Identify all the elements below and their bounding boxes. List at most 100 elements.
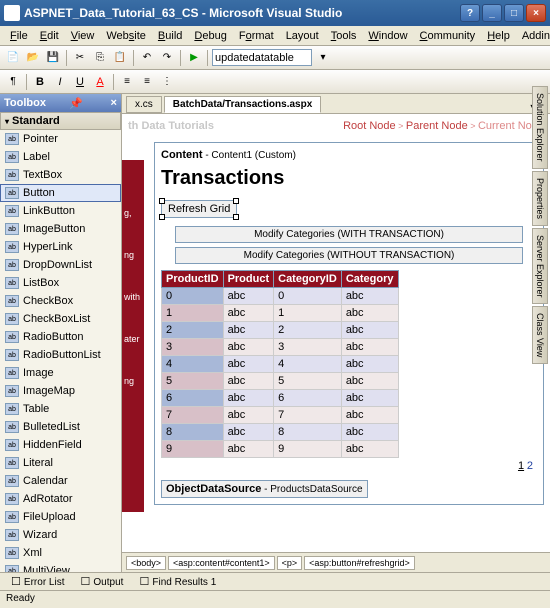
table-row[interactable]: 8abc8abc bbox=[162, 424, 399, 441]
tag-crumb[interactable]: <p> bbox=[277, 556, 303, 570]
toolbox-item-fileupload[interactable]: abFileUpload bbox=[0, 508, 121, 526]
pin-icon[interactable]: 📌 bbox=[69, 97, 83, 110]
refresh-grid-button[interactable]: Refresh Grid bbox=[161, 200, 237, 218]
toolbox-item-linkbutton[interactable]: abLinkButton bbox=[0, 202, 121, 220]
toolbox-item-multiview[interactable]: abMultiView bbox=[0, 562, 121, 572]
right-tab-class-view[interactable]: Class View bbox=[532, 306, 548, 364]
tag-crumb[interactable]: <asp:content#content1> bbox=[168, 556, 275, 570]
list-icon[interactable]: ⋮ bbox=[158, 73, 176, 91]
bottom-tab[interactable]: ☐ Find Results 1 bbox=[132, 573, 223, 590]
table-row[interactable]: 1abc1abc bbox=[162, 305, 399, 322]
right-tab-server-explorer[interactable]: Server Explorer bbox=[532, 228, 548, 305]
toolbox-item-bulletedlist[interactable]: abBulletedList bbox=[0, 418, 121, 436]
close-button[interactable]: × bbox=[526, 4, 546, 22]
align-left-icon[interactable]: ≡ bbox=[118, 73, 136, 91]
font-color-icon[interactable]: A bbox=[91, 73, 109, 91]
undo-icon[interactable]: ↶ bbox=[138, 49, 156, 67]
menu-file[interactable]: File bbox=[4, 28, 34, 44]
run-icon[interactable]: ▶ bbox=[185, 49, 203, 67]
redo-icon[interactable]: ↷ bbox=[158, 49, 176, 67]
toolbox-item-dropdownlist[interactable]: abDropDownList bbox=[0, 256, 121, 274]
toolbox-close-icon[interactable]: × bbox=[111, 97, 117, 109]
table-row[interactable]: 0abc0abc bbox=[162, 288, 399, 305]
toolbox-item-adrotator[interactable]: abAdRotator bbox=[0, 490, 121, 508]
column-header[interactable]: Category bbox=[341, 271, 398, 288]
right-tab-properties[interactable]: Properties bbox=[532, 171, 548, 226]
table-row[interactable]: 9abc9abc bbox=[162, 441, 399, 458]
menu-build[interactable]: Build bbox=[152, 28, 188, 44]
modify-without-transaction-button[interactable]: Modify Categories (WITHOUT TRANSACTION) bbox=[175, 247, 523, 264]
grid-pager[interactable]: 1 2 bbox=[161, 458, 537, 474]
toolbox-item-image[interactable]: abImage bbox=[0, 364, 121, 382]
table-row[interactable]: 7abc7abc bbox=[162, 407, 399, 424]
table-row[interactable]: 5abc5abc bbox=[162, 373, 399, 390]
products-gridview[interactable]: ProductIDProductCategoryIDCategory 0abc0… bbox=[161, 270, 399, 458]
objectdatasource[interactable]: ObjectDataSource - ProductsDataSource bbox=[161, 480, 368, 498]
help-button[interactable]: ? bbox=[460, 4, 480, 22]
control-icon: ab bbox=[5, 205, 19, 217]
menu-addins[interactable]: Addins bbox=[516, 28, 550, 44]
table-row[interactable]: 4abc4abc bbox=[162, 356, 399, 373]
breadcrumb: Root Node > Parent Node > Current Node bbox=[343, 120, 544, 132]
toolbox-item-radiobutton[interactable]: abRadioButton bbox=[0, 328, 121, 346]
maximize-button[interactable]: □ bbox=[504, 4, 524, 22]
new-icon[interactable]: 📄 bbox=[4, 49, 22, 67]
toolbox-item-checkbox[interactable]: abCheckBox bbox=[0, 292, 121, 310]
menu-tools[interactable]: Tools bbox=[325, 28, 363, 44]
menu-debug[interactable]: Debug bbox=[188, 28, 232, 44]
toolbox-item-imagemap[interactable]: abImageMap bbox=[0, 382, 121, 400]
menu-format[interactable]: Format bbox=[233, 28, 280, 44]
toolbox-item-listbox[interactable]: abListBox bbox=[0, 274, 121, 292]
toolbox-item-wizard[interactable]: abWizard bbox=[0, 526, 121, 544]
align-center-icon[interactable]: ≡ bbox=[138, 73, 156, 91]
column-header[interactable]: ProductID bbox=[162, 271, 224, 288]
cut-icon[interactable]: ✂ bbox=[71, 49, 89, 67]
menu-window[interactable]: Window bbox=[362, 28, 413, 44]
bold-icon[interactable]: B bbox=[31, 73, 49, 91]
format-icon[interactable]: ¶ bbox=[4, 73, 22, 91]
toolbox-item-imagebutton[interactable]: abImageButton bbox=[0, 220, 121, 238]
table-row[interactable]: 6abc6abc bbox=[162, 390, 399, 407]
paste-icon[interactable]: 📋 bbox=[111, 49, 129, 67]
tag-crumb[interactable]: <asp:button#refreshgrid> bbox=[304, 556, 415, 570]
toolbox-item-xml[interactable]: abXml bbox=[0, 544, 121, 562]
tab-active[interactable]: BatchData/Transactions.aspx bbox=[164, 96, 322, 113]
tag-crumb[interactable]: <body> bbox=[126, 556, 166, 570]
toolbox-item-pointer[interactable]: abPointer bbox=[0, 130, 121, 148]
bottom-tab[interactable]: ☐ Output bbox=[73, 573, 130, 590]
right-tab-solution-explorer[interactable]: Solution Explorer bbox=[532, 86, 548, 169]
menu-community[interactable]: Community bbox=[414, 28, 482, 44]
toolbox-item-radiobuttonlist[interactable]: abRadioButtonList bbox=[0, 346, 121, 364]
toolbox-item-hyperlink[interactable]: abHyperLink bbox=[0, 238, 121, 256]
copy-icon[interactable]: ⎘ bbox=[91, 49, 109, 67]
open-icon[interactable]: 📂 bbox=[24, 49, 42, 67]
column-header[interactable]: Product bbox=[223, 271, 274, 288]
find-input[interactable] bbox=[212, 49, 312, 66]
toolbox-item-literal[interactable]: abLiteral bbox=[0, 454, 121, 472]
save-icon[interactable]: 💾 bbox=[44, 49, 62, 67]
toolbox-item-calendar[interactable]: abCalendar bbox=[0, 472, 121, 490]
toolbox-item-button[interactable]: abButton bbox=[0, 184, 121, 202]
modify-with-transaction-button[interactable]: Modify Categories (WITH TRANSACTION) bbox=[175, 226, 523, 243]
table-row[interactable]: 3abc3abc bbox=[162, 339, 399, 356]
toolbox-item-checkboxlist[interactable]: abCheckBoxList bbox=[0, 310, 121, 328]
toolbox-category[interactable]: Standard bbox=[0, 112, 121, 130]
menu-layout[interactable]: Layout bbox=[280, 28, 325, 44]
underline-icon[interactable]: U bbox=[71, 73, 89, 91]
column-header[interactable]: CategoryID bbox=[274, 271, 342, 288]
menu-view[interactable]: View bbox=[65, 28, 101, 44]
menu-website[interactable]: Website bbox=[100, 28, 152, 44]
dropdown-icon[interactable]: ▾ bbox=[314, 49, 332, 67]
design-canvas[interactable]: th Data Tutorials Root Node > Parent Nod… bbox=[122, 114, 550, 552]
toolbox-item-table[interactable]: abTable bbox=[0, 400, 121, 418]
italic-icon[interactable]: I bbox=[51, 73, 69, 91]
toolbox-item-textbox[interactable]: abTextBox bbox=[0, 166, 121, 184]
table-row[interactable]: 2abc2abc bbox=[162, 322, 399, 339]
bottom-tab[interactable]: ☐ Error List bbox=[4, 573, 71, 590]
toolbox-item-hiddenfield[interactable]: abHiddenField bbox=[0, 436, 121, 454]
minimize-button[interactable]: _ bbox=[482, 4, 502, 22]
toolbox-item-label[interactable]: abLabel bbox=[0, 148, 121, 166]
tab-inactive[interactable]: x.cs bbox=[126, 96, 162, 113]
menu-help[interactable]: Help bbox=[481, 28, 516, 44]
menu-edit[interactable]: Edit bbox=[34, 28, 65, 44]
